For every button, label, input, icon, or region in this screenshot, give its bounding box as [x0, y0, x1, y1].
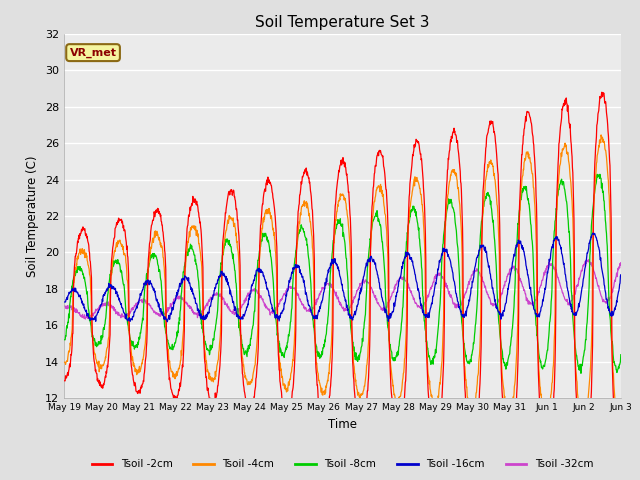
- Tsoil -2cm: [551, 374, 559, 380]
- Tsoil -4cm: [502, 399, 509, 405]
- Tsoil -16cm: [589, 230, 596, 236]
- Tsoil -16cm: [551, 236, 559, 241]
- Tsoil -4cm: [184, 239, 191, 244]
- Tsoil -16cm: [60, 299, 68, 305]
- Title: Soil Temperature Set 3: Soil Temperature Set 3: [255, 15, 429, 30]
- Tsoil -8cm: [551, 227, 559, 233]
- Legend: Tsoil -2cm, Tsoil -4cm, Tsoil -8cm, Tsoil -16cm, Tsoil -32cm: Tsoil -2cm, Tsoil -4cm, Tsoil -8cm, Tsoi…: [87, 455, 598, 473]
- Tsoil -8cm: [246, 343, 254, 348]
- Tsoil -2cm: [617, 466, 625, 472]
- Tsoil -2cm: [502, 435, 509, 441]
- Tsoil -32cm: [585, 257, 593, 263]
- Tsoil -32cm: [171, 298, 179, 304]
- Text: VR_met: VR_met: [70, 48, 116, 58]
- Line: Tsoil -2cm: Tsoil -2cm: [64, 92, 621, 472]
- Tsoil -32cm: [246, 288, 254, 293]
- Tsoil -8cm: [502, 362, 509, 368]
- Tsoil -32cm: [502, 278, 509, 284]
- Tsoil -32cm: [184, 303, 192, 309]
- Tsoil -4cm: [60, 360, 68, 365]
- Tsoil -2cm: [170, 397, 178, 403]
- Tsoil -8cm: [429, 355, 436, 361]
- Tsoil -16cm: [246, 291, 254, 297]
- Tsoil -32cm: [429, 279, 437, 285]
- Tsoil -2cm: [60, 378, 68, 384]
- Tsoil -8cm: [184, 253, 191, 259]
- Tsoil -32cm: [551, 266, 559, 272]
- Tsoil -8cm: [596, 171, 604, 177]
- Tsoil -16cm: [617, 272, 625, 277]
- Y-axis label: Soil Temperature (C): Soil Temperature (C): [26, 155, 39, 277]
- Tsoil -4cm: [246, 382, 254, 387]
- Tsoil -8cm: [617, 352, 625, 358]
- Tsoil -16cm: [184, 278, 192, 284]
- Tsoil -32cm: [81, 316, 89, 322]
- Tsoil -4cm: [616, 424, 624, 430]
- Tsoil -2cm: [429, 431, 436, 436]
- Tsoil -4cm: [597, 132, 605, 138]
- Tsoil -2cm: [616, 469, 624, 475]
- Tsoil -32cm: [617, 260, 625, 265]
- Line: Tsoil -32cm: Tsoil -32cm: [64, 260, 621, 319]
- Tsoil -8cm: [170, 343, 178, 349]
- Tsoil -8cm: [60, 337, 68, 343]
- Tsoil -8cm: [577, 371, 585, 376]
- Tsoil -16cm: [163, 319, 171, 324]
- Tsoil -4cm: [170, 374, 178, 380]
- Tsoil -16cm: [429, 293, 437, 299]
- X-axis label: Time: Time: [328, 418, 357, 431]
- Tsoil -4cm: [551, 330, 559, 336]
- Tsoil -2cm: [598, 89, 605, 95]
- Tsoil -16cm: [502, 300, 509, 306]
- Tsoil -4cm: [429, 398, 436, 404]
- Line: Tsoil -8cm: Tsoil -8cm: [64, 174, 621, 373]
- Tsoil -16cm: [171, 300, 179, 305]
- Line: Tsoil -4cm: Tsoil -4cm: [64, 135, 621, 427]
- Tsoil -4cm: [617, 423, 625, 429]
- Tsoil -32cm: [60, 303, 68, 309]
- Tsoil -2cm: [246, 407, 254, 412]
- Tsoil -2cm: [184, 222, 191, 228]
- Line: Tsoil -16cm: Tsoil -16cm: [64, 233, 621, 322]
